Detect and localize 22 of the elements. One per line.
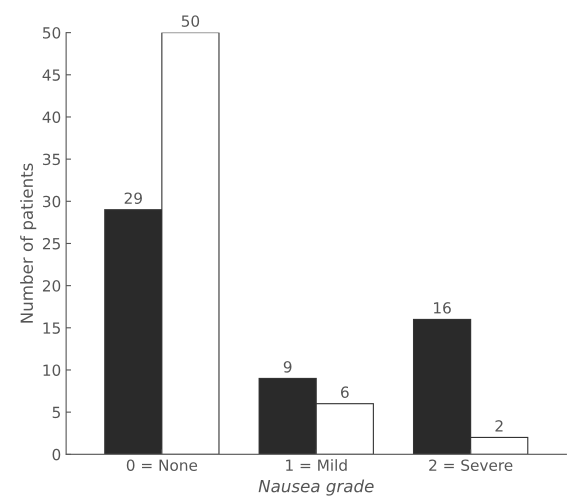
data-label: 16 <box>434 302 451 314</box>
x-tick-label: 2 = Severe <box>429 459 512 471</box>
y-axis-title: Number of patients <box>20 163 36 323</box>
y-tick-label: 40 <box>42 111 60 123</box>
y-tick-label: 5 <box>52 406 60 418</box>
y-tick-label: 30 <box>42 196 60 208</box>
data-label: 50 <box>182 15 200 27</box>
y-tick-label: 15 <box>44 322 60 334</box>
x-axis-title: Nausea grade <box>258 480 374 496</box>
x-tick-label: 1 = Mild <box>286 459 347 471</box>
data-label: 2 <box>495 420 503 432</box>
data-label: 9 <box>284 361 292 373</box>
y-tick-label: 45 <box>42 69 60 81</box>
y-tick-label: 0 <box>52 448 60 460</box>
data-label: 29 <box>124 192 142 204</box>
y-tick-label: 35 <box>42 154 60 166</box>
y-tick-label: 10 <box>44 364 60 376</box>
data-label: 6 <box>341 386 349 398</box>
y-tick-label: 50 <box>43 27 60 39</box>
y-tick-label: 20 <box>42 280 60 292</box>
x-tick-label: 0 = None <box>126 459 198 471</box>
y-tick-label: 25 <box>42 238 60 250</box>
